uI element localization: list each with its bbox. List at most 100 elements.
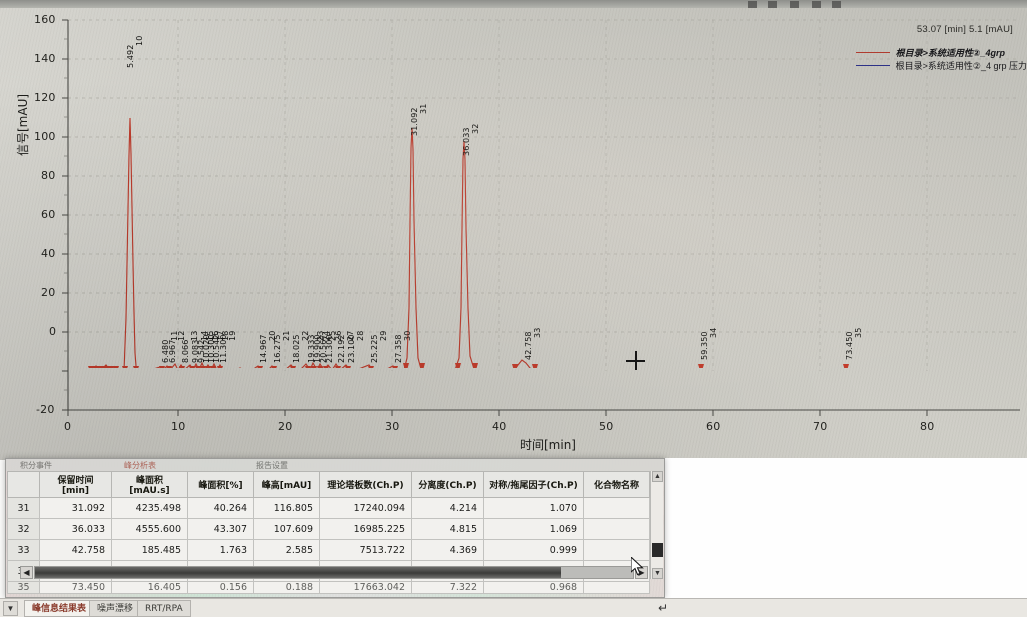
cell-tailing[interactable]: 0.968 bbox=[483, 581, 584, 594]
cell-tailing[interactable]: 1.070 bbox=[483, 497, 584, 519]
table-row[interactable]: 33 42.758 185.485 1.763 2.585 7513.722 4.369 0.… bbox=[7, 539, 650, 561]
cell-height[interactable]: 2.585 bbox=[253, 539, 320, 561]
cell-tailing[interactable]: 1.069 bbox=[483, 518, 584, 540]
cell-index[interactable]: 32 bbox=[7, 518, 40, 540]
x-axis-title: 时间[min] bbox=[520, 438, 576, 452]
y-tick-120: 120 bbox=[34, 91, 56, 104]
table-header-row: 保留时间[min] 峰面积[mAU.s] 峰面积[%] 峰高[mAU] 理论塔板… bbox=[7, 471, 650, 498]
y-tick-60: 60 bbox=[41, 208, 56, 221]
cell-resolution[interactable]: 7.322 bbox=[411, 581, 484, 594]
cell-resolution[interactable]: 4.815 bbox=[411, 518, 484, 540]
peak-label-rt-31: 31.092 bbox=[410, 107, 419, 136]
enter-key-glyph-icon: ↵ bbox=[658, 601, 669, 615]
cell-area-percent[interactable]: 43.307 bbox=[187, 518, 254, 540]
y-ticks bbox=[62, 19, 68, 411]
table-body[interactable]: 31 31.092 4235.498 40.264 116.805 17240.094 4.… bbox=[7, 497, 650, 594]
cell-retention-time[interactable]: 42.758 bbox=[39, 539, 112, 561]
tab-noise-drift[interactable]: 噪声漂移 bbox=[89, 600, 142, 617]
col-header-height[interactable]: 峰高[mAU] bbox=[253, 471, 320, 498]
chart-crosshair-cursor[interactable] bbox=[626, 351, 645, 370]
scroll-left-arrow-icon[interactable]: ◀ bbox=[20, 566, 33, 579]
table-horizontal-scrollbar[interactable] bbox=[34, 566, 634, 579]
cell-area-percent[interactable]: 40.264 bbox=[187, 497, 254, 519]
scroll-down-arrow-icon[interactable]: ▼ bbox=[652, 568, 663, 579]
y-axis-title: 信号[mAU] bbox=[16, 93, 30, 156]
legend-swatch-blue-icon bbox=[855, 65, 890, 66]
cell-area-percent[interactable]: 0.156 bbox=[187, 581, 254, 594]
col-header-area-pct[interactable]: 峰面积[%] bbox=[187, 471, 254, 498]
cell-area-percent[interactable]: 1.763 bbox=[187, 539, 254, 561]
cell-plates[interactable]: 7513.722 bbox=[319, 539, 412, 561]
cell-area[interactable]: 16.405 bbox=[111, 581, 188, 594]
cell-retention-time[interactable]: 31.092 bbox=[39, 497, 112, 519]
scroll-up-arrow-icon[interactable]: ▲ bbox=[652, 471, 663, 482]
chart-legend[interactable]: 根目录>系统适用性②_4grp 根目录>系统适用性②_4 grp 压力 bbox=[855, 46, 1027, 72]
x-tick-10: 10 bbox=[171, 420, 186, 433]
col-header-tailing[interactable]: 对称/拖尾因子(Ch.P) bbox=[483, 471, 584, 498]
cell-index[interactable]: 31 bbox=[7, 497, 40, 519]
x-tick-20: 20 bbox=[278, 420, 293, 433]
col-header-area[interactable]: 峰面积[mAU.s] bbox=[111, 471, 188, 498]
tab-rrt-rpa[interactable]: RRT/RPA bbox=[137, 600, 191, 617]
cell-height[interactable]: 107.609 bbox=[253, 518, 320, 540]
cell-retention-time[interactable]: 73.450 bbox=[39, 581, 112, 594]
x-tick-50: 50 bbox=[599, 420, 614, 433]
cell-compound[interactable] bbox=[583, 581, 650, 594]
cell-resolution[interactable]: 4.369 bbox=[411, 539, 484, 561]
cell-area[interactable]: 185.485 bbox=[111, 539, 188, 561]
cell-height[interactable]: 0.188 bbox=[253, 581, 320, 594]
peak-label-index-28: 28 bbox=[356, 330, 365, 341]
col-header-compound[interactable]: 化合物名称 bbox=[583, 471, 650, 498]
peak-label-index-32: 32 bbox=[471, 123, 480, 134]
cell-index[interactable]: 35 bbox=[7, 581, 40, 594]
toolbar-icon-2[interactable] bbox=[768, 1, 777, 8]
cell-plates[interactable]: 16985.225 bbox=[319, 518, 412, 540]
toolbar-icon-3[interactable] bbox=[790, 1, 799, 8]
table-row[interactable]: 32 36.033 4555.600 43.307 107.609 16985.225 4.… bbox=[7, 518, 650, 540]
toolbar-icon-1[interactable] bbox=[748, 1, 757, 8]
tab-peak-results[interactable]: 峰信息结果表 bbox=[24, 600, 95, 617]
cell-index[interactable]: 33 bbox=[7, 539, 40, 561]
col-header-plates[interactable]: 理论塔板数(Ch.P) bbox=[319, 471, 412, 498]
cell-resolution[interactable]: 4.214 bbox=[411, 497, 484, 519]
toolbar-icon-5[interactable] bbox=[832, 1, 841, 8]
cell-area[interactable]: 4235.498 bbox=[111, 497, 188, 519]
cell-plates[interactable]: 17240.094 bbox=[319, 497, 412, 519]
cell-tailing[interactable]: 0.999 bbox=[483, 539, 584, 561]
chromatogram-panel[interactable]: 160 140 120 100 80 60 40 20 0 -20 0 10 2… bbox=[0, 8, 1027, 460]
grid-lines bbox=[68, 19, 1018, 371]
cell-compound[interactable] bbox=[583, 497, 650, 519]
table-vertical-scrollbar[interactable]: ▲ ▼ bbox=[650, 471, 663, 579]
toolbar-icon-4[interactable] bbox=[812, 1, 821, 8]
y-tick-40: 40 bbox=[41, 247, 56, 260]
peak-label-rt-21: 16.275 bbox=[273, 334, 282, 363]
x-tick-30: 30 bbox=[385, 420, 400, 433]
peak-label-rt-34: 59.350 bbox=[700, 331, 709, 360]
peak-label-index-30: 30 bbox=[403, 330, 412, 341]
tab-nav-dropdown-icon[interactable]: ▼ bbox=[3, 601, 18, 616]
legend-entry-1[interactable]: 根目录>系统适用性②_4 grp 压力 bbox=[855, 59, 1027, 72]
vertical-scroll-thumb[interactable] bbox=[652, 543, 663, 557]
peak-label-index-19: 19 bbox=[228, 330, 237, 341]
legend-label-0: 根目录>系统适用性②_4grp bbox=[895, 48, 1006, 58]
cell-area[interactable]: 4555.600 bbox=[111, 518, 188, 540]
table-row[interactable]: 31 31.092 4235.498 40.264 116.805 17240.094 4.… bbox=[7, 497, 650, 519]
peak-results-table[interactable]: 保留时间[min] 峰面积[mAU.s] 峰面积[%] 峰高[mAU] 理论塔板… bbox=[7, 471, 650, 594]
y-minor-ticks bbox=[64, 38, 68, 391]
peak-label-index-35: 35 bbox=[854, 327, 863, 338]
cell-height[interactable]: 116.805 bbox=[253, 497, 320, 519]
cell-compound[interactable] bbox=[583, 518, 650, 540]
table-row[interactable]: 35 73.450 16.405 0.156 0.188 17663.042 7.322 0.… bbox=[7, 581, 650, 594]
bottom-tab-bar[interactable]: ▼ 峰信息结果表 噪声漂移 RRT/RPA ↵ bbox=[0, 598, 1027, 617]
app-toolbar-sliver[interactable] bbox=[0, 0, 1027, 10]
horizontal-scroll-thumb[interactable] bbox=[35, 567, 562, 578]
cell-plates[interactable]: 17663.042 bbox=[319, 581, 412, 594]
col-header-index[interactable] bbox=[7, 471, 40, 498]
col-header-rt[interactable]: 保留时间[min] bbox=[39, 471, 112, 498]
col-header-resolution[interactable]: 分离度(Ch.P) bbox=[411, 471, 484, 498]
cell-retention-time[interactable]: 36.033 bbox=[39, 518, 112, 540]
legend-entry-0[interactable]: 根目录>系统适用性②_4grp bbox=[855, 46, 1027, 59]
peak-label-rt-22: 18.025 bbox=[292, 334, 301, 363]
strip-text-0: 积分事件 bbox=[20, 461, 52, 470]
peak-results-window[interactable]: 积分事件 峰分析表 报告设置 保留时间[min] 峰面积[mAU.s] 峰面积[… bbox=[5, 458, 665, 598]
